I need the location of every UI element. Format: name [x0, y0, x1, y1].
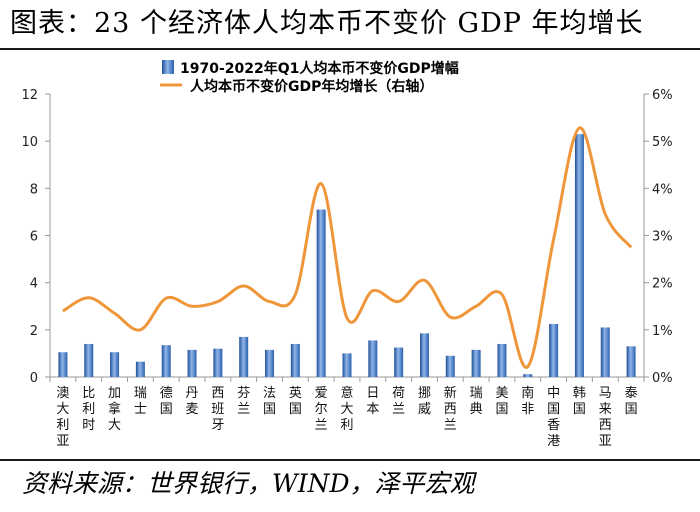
- left-axis-tick-label: 6: [30, 230, 38, 245]
- left-axis-tick-label: 12: [21, 88, 38, 103]
- legend-bar-swatch: [162, 60, 174, 74]
- x-tick-label: 中国香港: [547, 386, 560, 449]
- chart: 1970-2022年Q1人均本币不变价GDP增幅 人均本币不变价GDP年均增长（…: [21, 60, 673, 449]
- bar: [135, 361, 145, 377]
- footer-divider: [0, 459, 700, 461]
- x-tick-label: 英国: [289, 386, 302, 417]
- legend-line-label: 人均本币不变价GDP年均增长（右轴）: [190, 78, 433, 95]
- title-divider: [0, 48, 700, 50]
- right-axis-tick-label: 3%: [652, 230, 673, 245]
- bar-series: [58, 134, 636, 377]
- x-tick-label: 德国: [160, 386, 173, 417]
- bar: [445, 355, 455, 377]
- x-tick-label: 西班牙: [211, 386, 224, 433]
- x-tick-label: 瑞典: [470, 386, 483, 417]
- x-tick-label: 丹麦: [186, 386, 199, 417]
- bar: [419, 333, 429, 377]
- bar: [265, 349, 275, 377]
- line-series: [62, 126, 633, 369]
- x-tick-label: 意大利: [340, 385, 353, 433]
- chart-title: 图表：23 个经济体人均本币不变价 GDP 年均增长: [10, 8, 644, 39]
- right-axis-tick-label: 5%: [652, 135, 673, 150]
- legend-bar-label: 1970-2022年Q1人均本币不变价GDP增幅: [180, 60, 459, 77]
- x-tick-label: 南非: [521, 385, 534, 417]
- bar: [574, 134, 584, 377]
- bar: [110, 352, 120, 377]
- bar: [239, 336, 249, 377]
- x-tick-label: 马来西亚: [599, 386, 612, 449]
- right-axis-tick-label: 2%: [652, 277, 673, 292]
- right-axis-tick-label: 0%: [652, 371, 673, 386]
- x-tick-label: 泰国: [625, 386, 638, 417]
- x-tick-label: 比利时: [82, 386, 95, 433]
- bar: [84, 343, 94, 377]
- left-axis-tick-label: 4: [30, 277, 38, 292]
- bar: [342, 353, 352, 377]
- right-axis-tick-label: 1%: [652, 324, 673, 339]
- source-note: 资料来源：世界银行，WIND，泽平宏观: [22, 469, 475, 498]
- x-tick-label: 挪威: [418, 386, 431, 417]
- x-tick-label: 韩国: [573, 386, 586, 417]
- bar: [187, 349, 197, 377]
- x-tick-labels: 澳大利亚比利时加拿大瑞士德国丹麦西班牙芬兰法国英国爱尔兰意大利日本荷兰挪威新西兰…: [56, 385, 637, 449]
- growth-line: [62, 126, 633, 369]
- bar: [213, 348, 223, 377]
- x-tick-label: 芬兰: [237, 386, 250, 417]
- left-axis-tick-label: 0: [30, 371, 38, 386]
- bar: [290, 343, 300, 377]
- bar: [497, 343, 507, 377]
- bar: [523, 374, 533, 377]
- right-axis-tick-label: 6%: [652, 88, 673, 103]
- x-tick-label: 瑞士: [134, 386, 147, 417]
- x-tick-label: 新西兰: [444, 385, 457, 433]
- legend: 1970-2022年Q1人均本币不变价GDP增幅 人均本币不变价GDP年均增长（…: [160, 60, 459, 95]
- x-tick-label: 荷兰: [392, 386, 405, 417]
- bar: [394, 347, 404, 377]
- x-tick-label: 法国: [263, 386, 276, 417]
- x-tick-label: 加拿大: [108, 386, 121, 433]
- left-axis-tick-label: 10: [21, 135, 38, 150]
- bar: [600, 327, 610, 377]
- bar: [316, 209, 326, 377]
- x-tick-label: 爱尔兰: [315, 386, 328, 433]
- bar: [626, 346, 636, 377]
- bar: [368, 340, 378, 377]
- left-axis-tick-label: 2: [30, 324, 38, 339]
- axes: 0 2 4 6 8 10 12 0% 1% 2% 3% 4% 5% 6%: [21, 88, 672, 386]
- x-tick-label: 日本: [366, 386, 379, 417]
- x-tick-label: 澳大利亚: [56, 385, 69, 449]
- right-axis-tick-label: 4%: [652, 182, 673, 197]
- x-tick-label: 美国: [495, 386, 508, 417]
- left-axis-tick-label: 8: [30, 182, 38, 197]
- bar: [471, 349, 481, 377]
- bar: [58, 352, 68, 377]
- bar: [549, 323, 559, 377]
- bar: [161, 345, 171, 377]
